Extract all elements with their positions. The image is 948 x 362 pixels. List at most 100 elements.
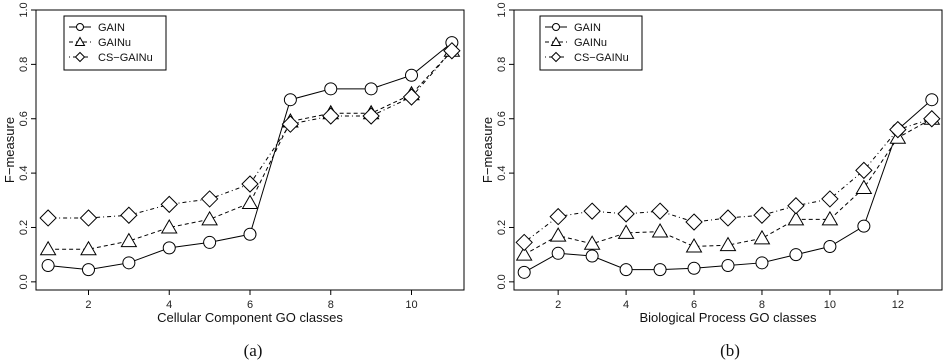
series-diamond <box>39 42 461 227</box>
data-point-circle <box>619 263 633 277</box>
series-line <box>48 50 453 219</box>
data-point-circle <box>41 259 55 273</box>
data-point-triangle <box>617 224 635 239</box>
x-tick-label: 6 <box>691 299 697 311</box>
legend: GAIN GAINu CS−GAINu <box>63 15 167 71</box>
data-point-triangle <box>39 240 57 256</box>
data-point-circle <box>551 246 565 260</box>
legend-marker-circle <box>76 23 84 31</box>
series-diamond <box>515 110 941 252</box>
data-point-circle <box>789 248 803 262</box>
data-point-diamond <box>362 107 380 125</box>
data-point-diamond <box>855 161 873 180</box>
y-axis-title: F−measure <box>480 117 495 183</box>
x-tick-label: 2 <box>555 299 561 311</box>
panel-caption: (b) <box>720 341 740 360</box>
data-point-circle <box>517 265 531 279</box>
data-point-circle <box>162 241 176 255</box>
data-point-triangle <box>80 240 97 256</box>
data-point-triangle <box>160 218 178 234</box>
data-point-triangle <box>120 232 138 248</box>
series-triangle <box>515 110 941 261</box>
data-point-diamond <box>685 213 703 231</box>
y-tick-label: 0.2 <box>18 220 30 235</box>
data-point-circle <box>405 68 419 82</box>
data-point-triangle <box>583 235 601 250</box>
data-point-diamond <box>651 202 669 220</box>
data-point-circle <box>585 249 599 263</box>
data-point-triangle <box>651 223 669 238</box>
series-triangle <box>39 42 461 256</box>
data-point-diamond <box>322 107 340 125</box>
data-point-diamond <box>402 88 421 106</box>
legend-label: GAIN <box>574 22 601 34</box>
chart-panel-2: 2 4 6 8 10 12 0.0 0.2 0.4 0.6 0.8 1.0 Biological Pro… <box>480 2 943 360</box>
data-point-triangle <box>753 229 771 245</box>
data-point-diamond <box>443 42 461 60</box>
series-circle <box>517 93 939 279</box>
data-point-diamond <box>719 209 737 227</box>
data-point-diamond <box>515 233 533 252</box>
y-tick-label: 0.8 <box>496 57 508 72</box>
data-point-diamond <box>583 202 601 220</box>
data-point-triangle <box>201 210 218 226</box>
x-axis-title: Cellular Component GO classes <box>157 310 343 325</box>
data-point-circle <box>755 256 769 270</box>
data-point-diamond <box>787 197 805 215</box>
data-point-circle <box>925 93 939 107</box>
y-tick-label: 0.4 <box>18 165 30 180</box>
data-point-diamond <box>549 207 567 226</box>
data-point-circle <box>283 93 297 107</box>
y-tick-label: 0.8 <box>18 57 30 72</box>
y-tick-label: 0.2 <box>496 220 508 235</box>
data-point-diamond <box>39 209 57 227</box>
data-point-circle <box>857 219 871 233</box>
x-tick-label: 10 <box>824 299 836 311</box>
data-point-circle <box>364 82 378 96</box>
plot-frame <box>513 9 943 291</box>
x-tick-label: 2 <box>85 299 91 311</box>
x-tick-label: 4 <box>166 299 172 311</box>
x-tick-label: 12 <box>892 299 904 311</box>
data-point-triangle <box>821 210 839 226</box>
x-tick-label: 4 <box>623 299 629 311</box>
data-point-diamond <box>200 190 219 208</box>
legend-label: GAIN <box>98 22 125 34</box>
data-point-diamond <box>617 205 635 223</box>
legend: GAIN GAINu CS−GAINu <box>539 15 643 71</box>
data-point-circle <box>721 259 735 273</box>
data-point-circle <box>324 82 338 96</box>
data-point-diamond <box>923 110 941 128</box>
data-point-diamond <box>889 120 907 139</box>
x-tick-label: 8 <box>759 299 765 311</box>
y-axis-title: F−measure <box>2 117 17 183</box>
data-point-circle <box>203 235 217 249</box>
series-circle <box>41 36 459 277</box>
panel-caption: (a) <box>244 341 263 360</box>
legend-label: GAINu <box>98 37 131 49</box>
data-point-diamond <box>160 195 178 214</box>
legend-marker-diamond <box>74 51 86 63</box>
x-tick-label: 10 <box>405 299 417 311</box>
data-point-diamond <box>281 115 300 133</box>
x-tick-label: 6 <box>247 299 253 311</box>
data-point-circle <box>122 256 136 270</box>
data-point-circle <box>653 263 667 277</box>
legend-marker-diamond <box>550 51 562 63</box>
series-line <box>48 50 453 250</box>
data-point-diamond <box>79 209 98 227</box>
data-point-circle <box>823 240 837 254</box>
data-point-triangle <box>855 179 873 195</box>
y-tick-label: 1.0 <box>496 2 508 17</box>
y-tick-label: 0.0 <box>496 274 508 289</box>
data-point-diamond <box>120 206 138 224</box>
data-point-diamond <box>821 190 839 208</box>
y-tick-label: 0.6 <box>18 111 30 126</box>
data-point-triangle <box>241 194 259 210</box>
data-point-circle <box>243 227 257 241</box>
x-tick-label: 8 <box>328 299 334 311</box>
data-point-triangle <box>515 246 533 261</box>
legend-label: GAINu <box>574 37 607 49</box>
x-axis-title: Biological Process GO classes <box>639 310 817 325</box>
